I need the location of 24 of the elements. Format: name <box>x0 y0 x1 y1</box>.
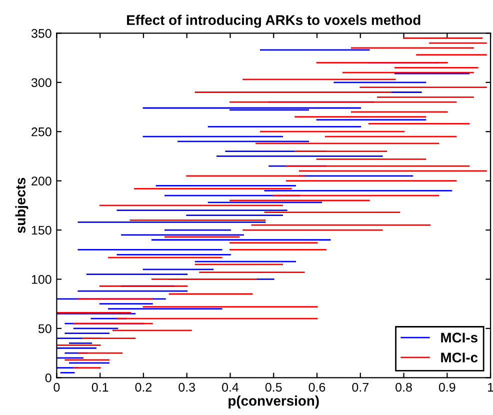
y-tick-label: 200 <box>32 176 52 186</box>
y-tick-label: 0 <box>45 373 52 382</box>
chart-title: Effect of introducing ARKs to voxels method <box>127 14 420 28</box>
y-tick-label: 50 <box>38 324 52 334</box>
y-axis-title: subjects <box>15 178 28 234</box>
y-tick-label: 150 <box>32 226 52 235</box>
y-tick-label: 100 <box>32 275 52 284</box>
x-tick-label: 0.2 <box>135 382 152 392</box>
y-tick-label: 250 <box>32 127 52 136</box>
y-tick-label: 350 <box>31 29 52 38</box>
x-tick-label: 0.3 <box>178 382 195 392</box>
legend-label: MCI-s <box>441 332 478 343</box>
x-tick-label: 1 <box>488 382 493 392</box>
x-tick-label: 0.8 <box>396 382 412 392</box>
x-tick-label: 0.7 <box>352 382 368 392</box>
x-axis-title: p(conversion) <box>228 396 319 408</box>
legend-label: MCI-c <box>441 352 478 362</box>
y-tick-label: 300 <box>31 78 52 88</box>
x-tick-label: 0.9 <box>438 382 456 392</box>
x-tick-label: 0.6 <box>308 382 326 392</box>
x-tick-label: 0.4 <box>222 382 239 392</box>
x-tick-label: 0 <box>54 382 60 392</box>
x-tick-label: 0.1 <box>92 382 108 392</box>
x-tick-label: 0.5 <box>265 382 282 392</box>
